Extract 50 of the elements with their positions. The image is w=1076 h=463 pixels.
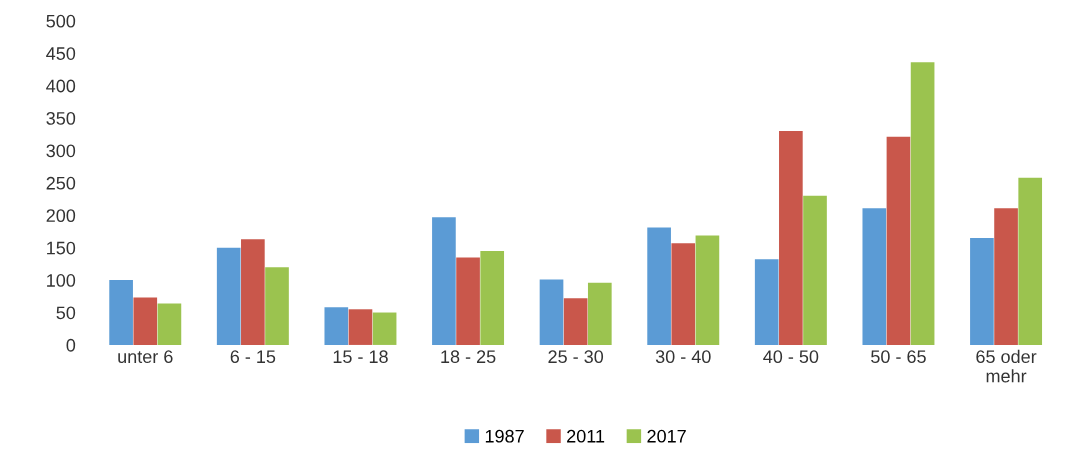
bar — [994, 208, 1018, 345]
bar — [324, 307, 349, 345]
x-tick-label: 50 - 65 — [871, 350, 926, 364]
y-tick-label: 450 — [46, 47, 76, 60]
legend-label: 2017 — [647, 429, 686, 443]
y-tick-label: 50 — [56, 306, 76, 320]
bar — [372, 312, 397, 345]
x-tick-label: unter 6 — [118, 350, 173, 364]
bar — [157, 303, 182, 345]
y-tick-label: 500 — [46, 14, 76, 28]
x-tick-label: 15 - 18 — [333, 350, 388, 364]
y-tick-label: 200 — [46, 209, 76, 223]
bar — [563, 298, 588, 345]
x-tick-label: 6 - 15 — [230, 350, 276, 364]
bar — [456, 257, 480, 345]
bar — [265, 267, 289, 345]
x-tick-label: 30 - 40 — [655, 350, 711, 364]
legend-label: 2011 — [567, 429, 605, 443]
y-tick-label: 400 — [46, 79, 76, 93]
bar — [1018, 177, 1043, 345]
bar — [241, 239, 265, 345]
y-tick-label: 0 — [66, 338, 76, 352]
x-tick-label: 25 - 30 — [548, 350, 604, 364]
bar — [754, 259, 779, 345]
bar — [480, 250, 505, 345]
bar — [216, 247, 241, 345]
x-tick-label: 65 oder mehr — [976, 349, 1037, 383]
x-tick-label: 40 - 50 — [763, 350, 819, 364]
bar — [695, 235, 720, 345]
legend-label: 1987 — [485, 429, 524, 443]
bar — [432, 217, 456, 345]
bar — [910, 62, 935, 345]
bar — [970, 237, 994, 345]
y-tick-label: 300 — [46, 144, 76, 158]
x-tick-label: 18 - 25 — [441, 350, 496, 364]
bar — [539, 279, 564, 345]
y-tick-label: 150 — [47, 241, 76, 255]
y-tick-label: 250 — [46, 176, 76, 190]
bar — [803, 195, 827, 345]
bar — [647, 227, 671, 345]
bar — [133, 297, 158, 345]
y-tick-label: 100 — [47, 274, 76, 287]
bar — [779, 131, 803, 345]
bar — [348, 309, 373, 345]
bar — [109, 280, 133, 345]
bar — [862, 208, 887, 345]
bar — [587, 282, 612, 345]
bar — [671, 243, 696, 345]
y-tick-label: 350 — [46, 112, 76, 125]
bar — [886, 136, 911, 345]
